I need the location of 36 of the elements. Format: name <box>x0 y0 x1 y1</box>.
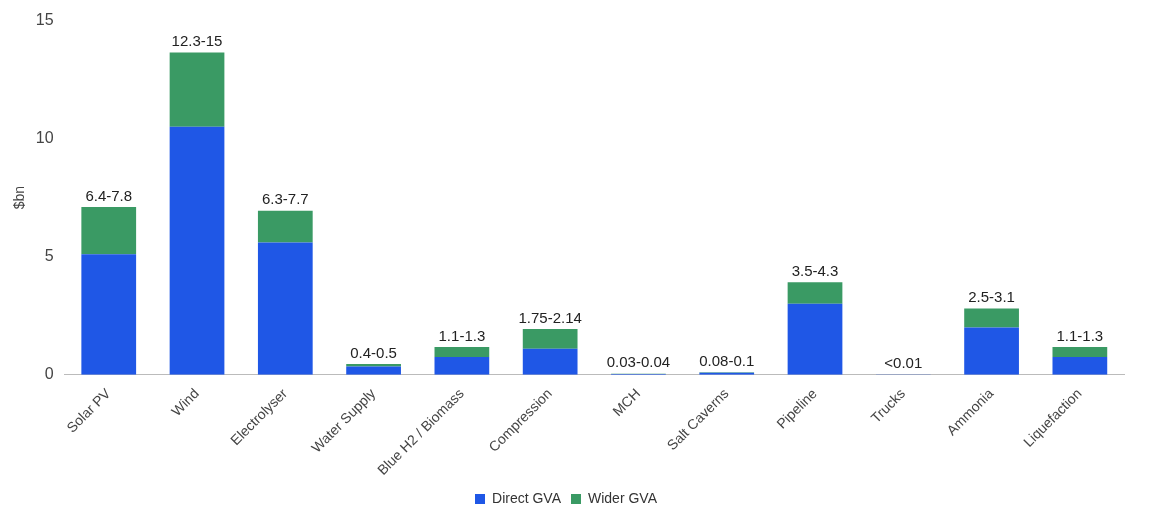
bar <box>522 348 578 375</box>
total-label: 2.5-3.1 <box>968 288 1015 306</box>
total-label: 1.1-1.3 <box>438 326 486 344</box>
total-label: 1.75-2.14 <box>518 308 582 326</box>
bar <box>1052 347 1108 357</box>
bar <box>964 327 1019 375</box>
total-label: 3.5-4.3 <box>791 261 839 279</box>
total-label: 1.1-1.3 <box>1056 326 1104 344</box>
legend-label: Wider GVA <box>588 489 658 506</box>
y-tick-label: 15 <box>35 11 54 29</box>
total-label: 0.4-0.5 <box>350 343 397 361</box>
bar <box>257 242 313 375</box>
y-tick-label: 10 <box>35 129 54 147</box>
y-tick-label: 5 <box>44 247 54 265</box>
bar <box>964 308 1019 328</box>
legend-label: Direct GVA <box>492 489 562 506</box>
bar <box>434 347 490 357</box>
bar <box>169 126 225 375</box>
bar <box>1052 356 1108 375</box>
bar <box>787 303 843 375</box>
bar <box>434 356 490 375</box>
bar <box>257 210 313 243</box>
bar <box>81 254 137 375</box>
total-label: 12.3-15 <box>171 32 223 50</box>
total-label: 0.03-0.04 <box>606 353 671 371</box>
total-label: 6.3-7.7 <box>261 190 309 208</box>
y-tick-label: 0 <box>44 365 54 383</box>
total-label: 6.4-7.8 <box>85 186 133 204</box>
y-axis-title: $bn <box>11 185 28 210</box>
bar <box>81 207 137 255</box>
bar <box>169 52 225 127</box>
bar <box>787 282 843 304</box>
bar <box>346 366 401 375</box>
total-label: <0.01 <box>884 354 923 372</box>
total-label: 0.08-0.1 <box>699 351 755 369</box>
bar <box>522 328 578 349</box>
